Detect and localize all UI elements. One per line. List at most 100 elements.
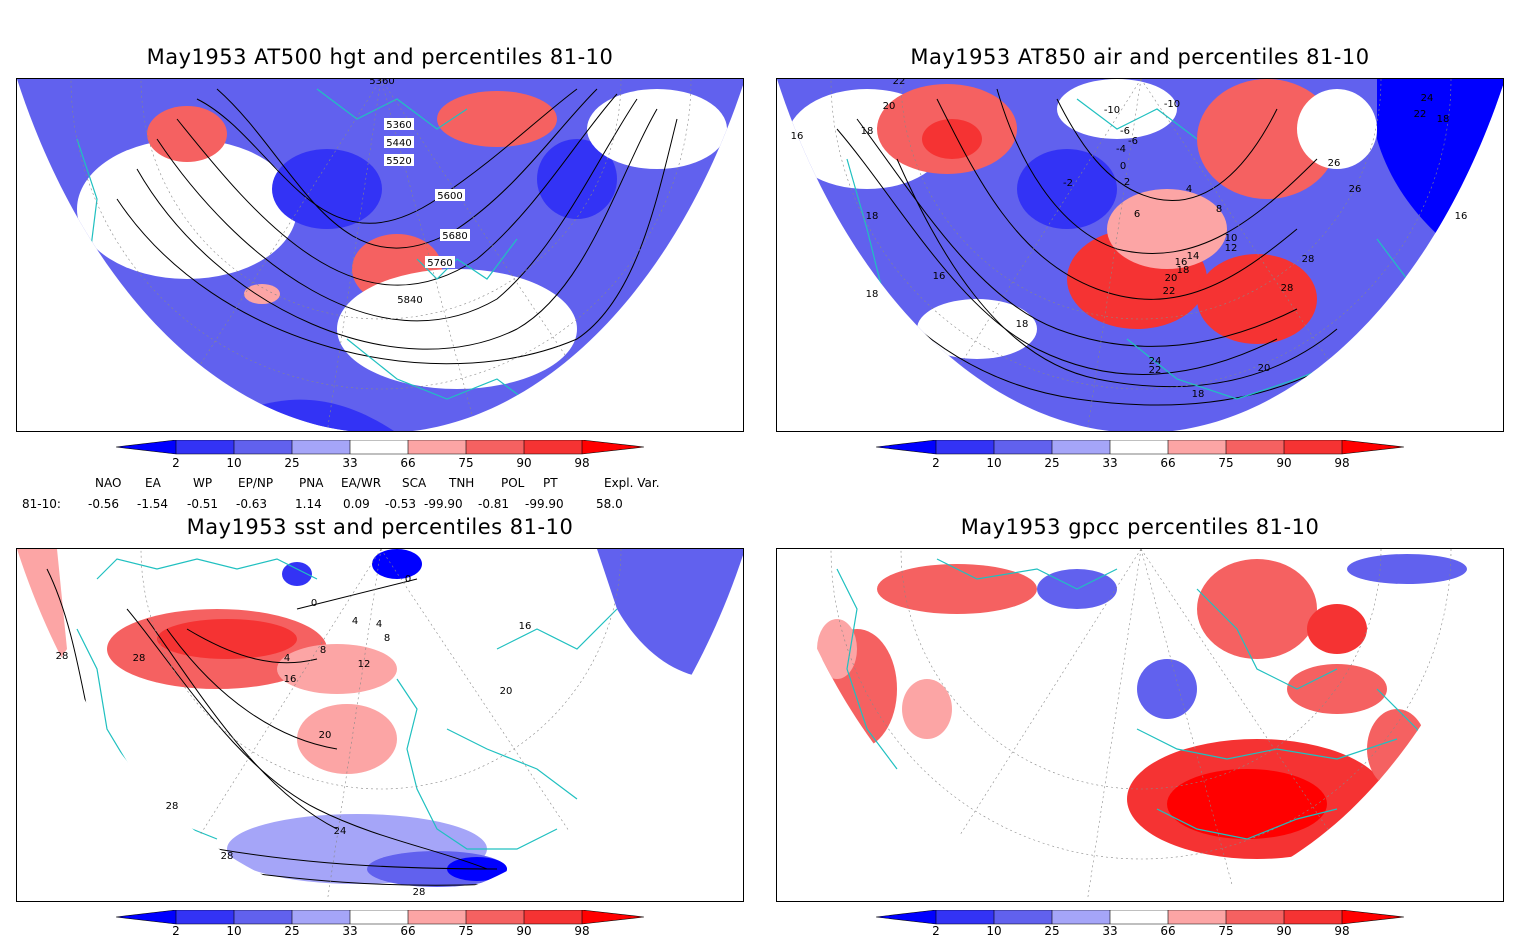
map-sst-graphic: 28 28 0 0 4 4 8 4 8 12 16 16 20 20 24 28… [17, 549, 743, 901]
contour-label: 16 [791, 131, 804, 142]
map-gpcc-graphic [777, 549, 1503, 901]
index-header: WP [193, 476, 213, 490]
contour-label: 0 [1120, 161, 1126, 172]
colorbar-tick: 10 [226, 924, 242, 938]
colorbar-tick: 25 [1044, 924, 1060, 938]
colorbar-tick: 90 [516, 456, 532, 470]
contour-label: 6 [1134, 209, 1140, 220]
contour-label: -10 [1164, 99, 1180, 110]
contour-label: 4 [376, 619, 382, 630]
contour-label: 22 [893, 79, 906, 87]
index-value: -0.56 [88, 497, 120, 511]
contour-label: 12 [1225, 243, 1238, 254]
index-value: -0.53 [385, 497, 417, 511]
contour-label: -6 [1120, 126, 1130, 137]
contour-label: 22 [1149, 365, 1162, 376]
colorbar-tick: 2 [172, 924, 180, 938]
map-air850-graphic: 22 20 18 16 18 16 18 -10 -10 -6 -6 -4 0 … [777, 79, 1503, 431]
panel-title-2: May1953 AT850 air and percentiles 81-10 [910, 45, 1370, 69]
colorbar-tick: 90 [516, 924, 532, 938]
index-header: SCA [402, 476, 427, 490]
index-value: -0.81 [478, 497, 510, 511]
colorbar-swatches [875, 909, 1405, 925]
panel-title-4: May1953 gpcc percentiles 81-10 [960, 515, 1320, 539]
index-header: TNH [449, 476, 475, 490]
contour-label: 24 [1421, 93, 1434, 104]
air850-contour-labels: 22 20 18 16 18 16 18 -10 -10 -6 -6 -4 0 … [791, 79, 1468, 400]
colorbar-tick: 2 [932, 924, 940, 938]
contour-label: 12 [358, 659, 371, 670]
colorbar-tick: 33 [342, 456, 358, 470]
contour-label: 16 [284, 674, 297, 685]
colorbar-tick: 25 [1044, 456, 1060, 470]
contour-label: 28 [133, 653, 146, 664]
contour-label: 18 [866, 289, 879, 300]
contour-label: 28 [1281, 283, 1294, 294]
contour-label: 16 [1175, 257, 1188, 268]
colorbar-tick: 98 [1334, 924, 1350, 938]
colorbar-top-right: 2 10 25 33 66 75 90 98 [875, 439, 1405, 476]
colorbar-tick: 98 [574, 924, 590, 938]
colorbar-tick: 66 [1160, 924, 1176, 938]
contour-label: 28 [221, 851, 234, 862]
contour-label: 20 [1258, 363, 1271, 374]
panel-title-1: May1953 AT500 hgt and percentiles 81-10 [146, 45, 614, 69]
contour-label: 26 [1349, 184, 1362, 195]
colorbar-tick: 98 [574, 456, 590, 470]
contour-label: 18 [861, 126, 874, 137]
map-hgt500-graphic: 5360 5440 5520 5600 5680 5760 5840 5360 [17, 79, 743, 431]
contour-label: 20 [1165, 273, 1178, 284]
contour-label: 16 [519, 621, 532, 632]
colorbar-tick: 66 [1160, 456, 1176, 470]
index-value: -0.63 [236, 497, 268, 511]
index-value: -0.51 [187, 497, 219, 511]
index-value: -99.90 [424, 497, 463, 511]
colorbar-tick: 33 [342, 924, 358, 938]
contour-label: 5360 [386, 120, 411, 131]
index-header: EP/NP [238, 476, 274, 490]
colorbar-tick: 66 [400, 924, 416, 938]
colorbar-tick: 2 [932, 456, 940, 470]
sst-contour-labels: 28 28 0 0 4 4 8 4 8 12 16 16 20 20 24 28… [56, 574, 532, 898]
contour-label: 26 [1328, 158, 1341, 169]
colorbar-bottom-left: 2 10 25 33 66 75 90 98 [115, 909, 645, 940]
index-value: -1.54 [137, 497, 169, 511]
contour-label: 10 [1225, 233, 1238, 244]
index-row-label: 81-10: [22, 497, 61, 511]
colorbar-bottom-right: 2 10 25 33 66 75 90 98 [875, 909, 1405, 940]
colorbar-tick: 33 [1102, 924, 1118, 938]
index-header: NAO [95, 476, 122, 490]
index-header: POL [501, 476, 525, 490]
hgt500-contour-labels: 5360 5440 5520 5600 5680 5760 5840 5360 [369, 79, 470, 306]
contour-label: 5840 [397, 295, 422, 306]
colorbar-tick: 10 [986, 456, 1002, 470]
contour-label: 5600 [437, 191, 462, 202]
colorbar-tick: 75 [458, 924, 474, 938]
contour-label: 0 [311, 598, 317, 609]
contour-label: 5680 [442, 231, 467, 242]
contour-label: 28 [166, 801, 179, 812]
contour-label: 24 [1149, 356, 1162, 367]
contour-label: 20 [500, 686, 513, 697]
map-panel-gpcc [776, 548, 1504, 902]
contour-label: 22 [1414, 109, 1427, 120]
contour-label: -4 [1116, 144, 1126, 155]
contour-label: 14 [1187, 251, 1200, 262]
contour-label: 4 [352, 616, 358, 627]
index-header: PNA [299, 476, 324, 490]
colorbar-tick: 25 [284, 456, 300, 470]
index-value: 0.09 [343, 497, 370, 511]
contour-label: 18 [1437, 114, 1450, 125]
contour-label: 18 [866, 211, 879, 222]
contour-label: 28 [413, 887, 426, 898]
index-header: PT [543, 476, 558, 490]
index-value: -99.90 [525, 497, 564, 511]
colorbar-tick: 90 [1276, 456, 1292, 470]
contour-label: 8 [384, 633, 390, 644]
colorbar-tick: 10 [226, 456, 242, 470]
index-header: EA [145, 476, 161, 490]
contour-label: 22 [1163, 286, 1176, 297]
contour-label: 5520 [386, 156, 411, 167]
index-value: 58.0 [596, 497, 623, 511]
contour-label: 8 [1216, 204, 1222, 215]
